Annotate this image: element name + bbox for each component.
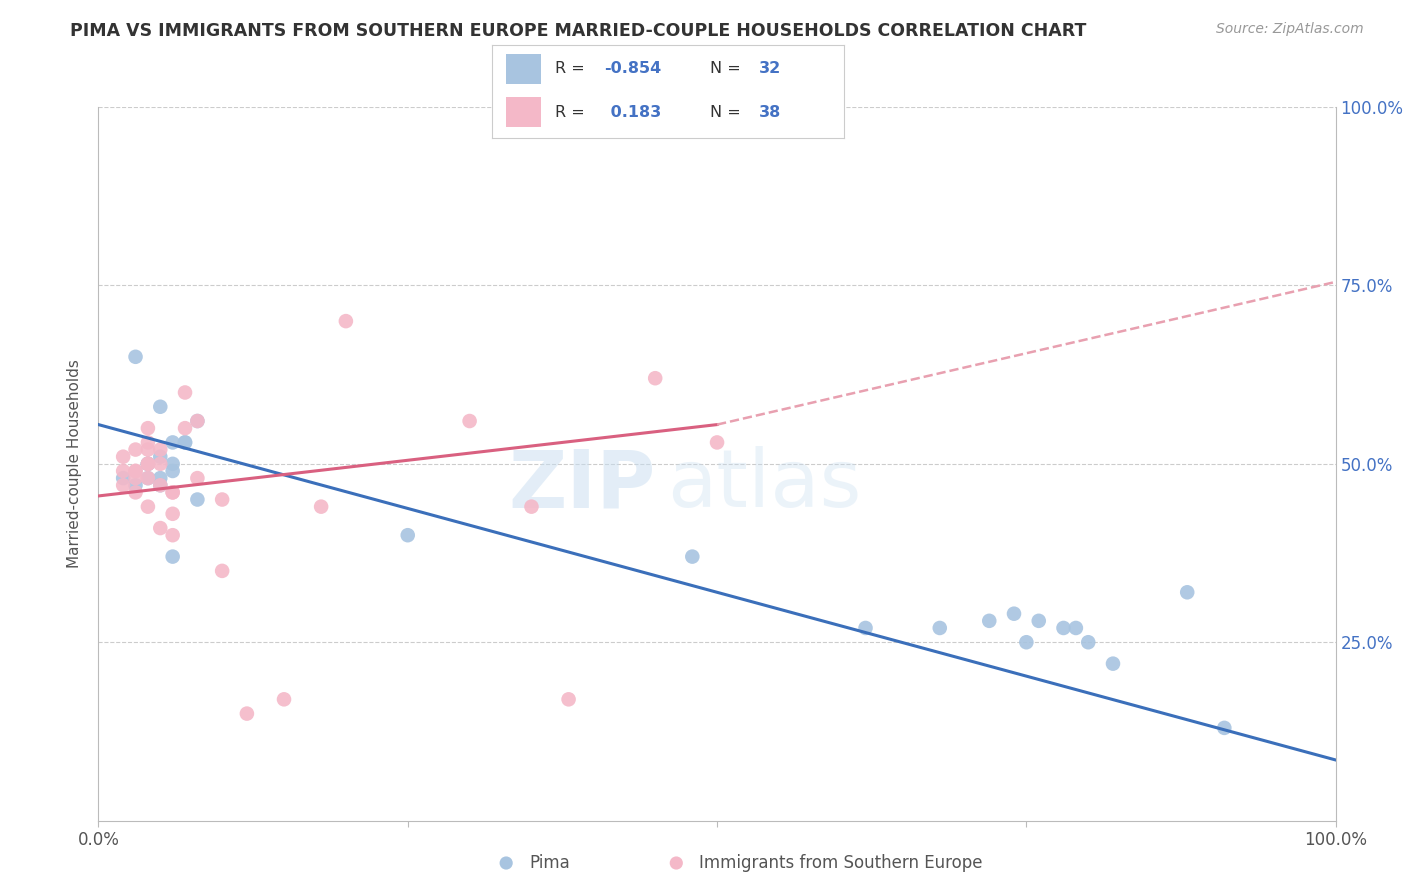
Text: PIMA VS IMMIGRANTS FROM SOUTHERN EUROPE MARRIED-COUPLE HOUSEHOLDS CORRELATION CH: PIMA VS IMMIGRANTS FROM SOUTHERN EUROPE …	[70, 22, 1087, 40]
Text: N =: N =	[710, 62, 747, 77]
Point	[1028, 614, 1050, 628]
Point	[174, 435, 197, 450]
Point	[174, 421, 197, 435]
Point	[1015, 635, 1038, 649]
Point	[136, 457, 159, 471]
Point	[112, 478, 135, 492]
Bar	[506, 54, 541, 84]
Point	[681, 549, 703, 564]
Point	[149, 478, 172, 492]
Point	[665, 856, 688, 871]
Text: R =: R =	[555, 62, 591, 77]
Point	[309, 500, 332, 514]
Point	[136, 435, 159, 450]
Point	[979, 614, 1001, 628]
Point	[124, 350, 146, 364]
Point	[186, 414, 208, 428]
Text: 0.183: 0.183	[605, 104, 661, 120]
Point	[136, 457, 159, 471]
Text: 32: 32	[759, 62, 782, 77]
Point	[1175, 585, 1198, 599]
Point	[124, 471, 146, 485]
Point	[112, 464, 135, 478]
Point	[162, 464, 184, 478]
Point	[149, 457, 172, 471]
Point	[149, 450, 172, 464]
Point	[136, 442, 159, 457]
Point	[162, 485, 184, 500]
Point	[335, 314, 357, 328]
Point	[174, 385, 197, 400]
Point	[124, 464, 146, 478]
Point	[928, 621, 950, 635]
Point	[855, 621, 877, 635]
Point	[520, 500, 543, 514]
Point	[1077, 635, 1099, 649]
Point	[174, 435, 197, 450]
Point	[1213, 721, 1236, 735]
Text: Immigrants from Southern Europe: Immigrants from Southern Europe	[700, 854, 983, 872]
Text: -0.854: -0.854	[605, 62, 662, 77]
Point	[1102, 657, 1125, 671]
Text: R =: R =	[555, 104, 591, 120]
Point	[706, 435, 728, 450]
Point	[458, 414, 481, 428]
Point	[186, 471, 208, 485]
Point	[136, 457, 159, 471]
Point	[1002, 607, 1025, 621]
Point	[136, 471, 159, 485]
Point	[149, 521, 172, 535]
Text: N =: N =	[710, 104, 747, 120]
Point	[149, 400, 172, 414]
Text: ZIP: ZIP	[508, 446, 655, 524]
Point	[186, 492, 208, 507]
Point	[162, 528, 184, 542]
Point	[136, 471, 159, 485]
Point	[149, 471, 172, 485]
Point	[211, 564, 233, 578]
Point	[162, 507, 184, 521]
Point	[211, 492, 233, 507]
Bar	[506, 97, 541, 127]
Point	[149, 478, 172, 492]
Point	[124, 485, 146, 500]
Point	[136, 500, 159, 514]
Point	[236, 706, 259, 721]
Point	[162, 435, 184, 450]
Point	[162, 457, 184, 471]
Point	[124, 442, 146, 457]
Point	[124, 478, 146, 492]
Point	[1064, 621, 1087, 635]
Point	[162, 485, 184, 500]
Text: atlas: atlas	[668, 446, 862, 524]
Point	[557, 692, 579, 706]
Point	[396, 528, 419, 542]
Point	[112, 471, 135, 485]
Point	[162, 549, 184, 564]
Point	[149, 442, 172, 457]
Point	[124, 464, 146, 478]
Point	[273, 692, 295, 706]
Point	[495, 856, 517, 871]
Text: Source: ZipAtlas.com: Source: ZipAtlas.com	[1216, 22, 1364, 37]
Y-axis label: Married-couple Households: Married-couple Households	[67, 359, 83, 568]
Point	[644, 371, 666, 385]
Point	[136, 421, 159, 435]
Text: Pima: Pima	[530, 854, 569, 872]
Point	[136, 457, 159, 471]
Text: 38: 38	[759, 104, 782, 120]
Point	[1052, 621, 1074, 635]
Point	[112, 450, 135, 464]
Point	[186, 414, 208, 428]
